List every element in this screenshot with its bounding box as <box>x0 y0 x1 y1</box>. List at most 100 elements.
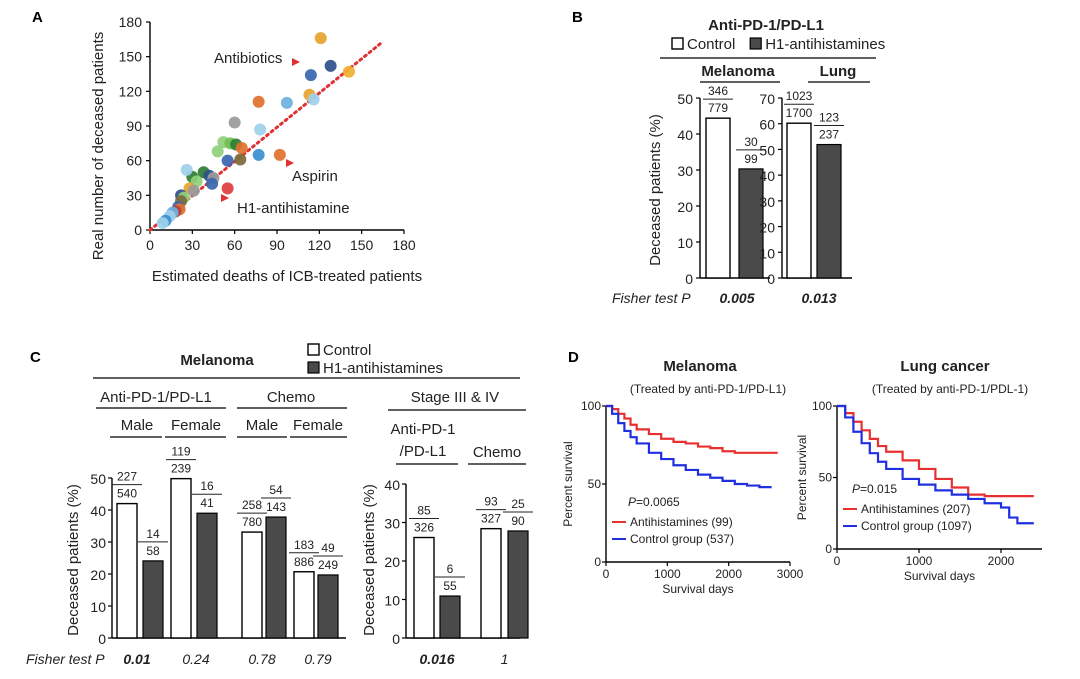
bar-count-numerator: 16 <box>200 479 214 493</box>
bar-h1-antihistamine <box>439 595 461 639</box>
subgroup-label: Female <box>293 417 343 434</box>
panel-b-bar-chart: Anti-PD-1/PD-L1 Control H1-antihistamines M… <box>612 17 885 306</box>
bar-control <box>241 531 263 639</box>
bar-count-numerator: 30 <box>744 135 758 149</box>
x-tick-label: 180 <box>392 237 416 253</box>
y-tick-label: 30 <box>90 535 106 551</box>
bar-count-numerator: 93 <box>484 495 498 509</box>
bar-control <box>786 122 812 279</box>
legend-label: Antihistamines (99) <box>630 515 733 529</box>
bar-count-numerator: 123 <box>819 111 839 125</box>
plot-subtitle: (Treated by anti-PD-1/PD-L1) <box>630 382 786 396</box>
scatter-point <box>234 153 247 166</box>
scatter-point <box>324 59 337 72</box>
survival-curve <box>606 404 772 489</box>
y-tick-label: 0 <box>685 271 693 287</box>
bar-count-denominator: 239 <box>171 462 191 476</box>
x-tick-label: 0 <box>603 567 610 581</box>
x-axis-title: Survival days <box>662 582 733 596</box>
panel-c-title: Melanoma <box>180 352 254 369</box>
bar-count-numerator: 85 <box>417 504 431 518</box>
fisher-p-value: 0.005 <box>719 290 754 306</box>
panel-letter-d: D <box>568 349 579 366</box>
y-tick-label: 30 <box>759 194 775 210</box>
y-tick-label: 0 <box>98 631 106 647</box>
y-tick-label: 40 <box>384 477 400 493</box>
stage-title: Stage III & IV <box>411 389 499 406</box>
y-axis-title: Real number of deceased patients <box>90 32 107 260</box>
x-tick-label: 0 <box>146 237 154 253</box>
fisher-p-value: 0.013 <box>801 290 836 306</box>
legend-label: Control group (537) <box>630 532 734 546</box>
y-tick-label: 60 <box>759 117 775 133</box>
bar-h1-antihistamine <box>317 574 339 639</box>
scatter-point <box>221 182 234 195</box>
annotation-arrow <box>286 159 294 167</box>
bar-count-denominator: 143 <box>266 500 286 514</box>
y-tick-label: 50 <box>677 91 693 107</box>
plot-title: Lung cancer <box>900 358 989 375</box>
x-tick-label: 1000 <box>654 567 681 581</box>
p-value: P=0.015 <box>852 482 897 496</box>
y-axis-title: Deceased patients (%) <box>65 484 82 636</box>
bar-count-denominator: 779 <box>708 101 728 115</box>
y-tick-label: 50 <box>819 471 833 485</box>
legend-swatch-control <box>307 343 320 356</box>
y-tick-label: 0 <box>825 542 832 556</box>
scatter-point <box>206 177 219 190</box>
y-tick-label: 30 <box>126 187 142 203</box>
plot-title: Melanoma <box>663 358 737 375</box>
bar-count-denominator: 780 <box>242 515 262 529</box>
bar-count-numerator: 49 <box>321 541 335 555</box>
p-value-number: =0.0065 <box>636 495 680 509</box>
p-value-symbol: P <box>628 495 636 509</box>
fisher-p-value: 0.01 <box>123 651 150 667</box>
x-tick-label: 2000 <box>988 554 1015 568</box>
y-tick-label: 180 <box>119 14 143 30</box>
scatter-point <box>254 123 267 136</box>
bar-control <box>116 502 138 639</box>
x-tick-label: 2000 <box>715 567 742 581</box>
bar-count-denominator: 55 <box>443 579 457 593</box>
plot-subtitle: (Treated by anti-PD-1/PDL-1) <box>872 382 1028 396</box>
y-tick-label: 150 <box>119 49 143 65</box>
bar-h1-antihistamine <box>265 516 287 639</box>
bar-count-denominator: 327 <box>481 512 501 526</box>
y-tick-label: 10 <box>677 235 693 251</box>
y-tick-label: 0 <box>594 555 601 569</box>
bar-count-numerator: 183 <box>294 538 314 552</box>
y-tick-label: 0 <box>392 631 400 647</box>
y-tick-label: 20 <box>384 554 400 570</box>
x-tick-label: 1000 <box>906 554 933 568</box>
y-tick-label: 50 <box>588 477 602 491</box>
y-tick-label: 50 <box>90 471 106 487</box>
x-tick-label: 90 <box>269 237 285 253</box>
treatment-label: Anti-PD-1/PD-L1 <box>100 389 212 406</box>
legend-label-control: Control <box>323 342 371 359</box>
y-tick-label: 0 <box>134 222 142 238</box>
y-tick-label: 100 <box>812 399 832 413</box>
scatter-point <box>187 184 200 197</box>
bar-count-denominator: 237 <box>819 128 839 142</box>
legend-swatch-h1 <box>307 361 320 374</box>
bar-h1-antihistamine <box>196 512 218 639</box>
fisher-p-value: 1 <box>501 651 509 667</box>
bar-count-denominator: 326 <box>414 521 434 535</box>
p-value: P=0.0065 <box>628 495 680 509</box>
x-tick-label: 3000 <box>777 567 804 581</box>
fisher-p-value: 0.78 <box>248 651 275 667</box>
legend-label: Control group (1097) <box>861 519 972 533</box>
treatment-label: Chemo <box>267 389 315 406</box>
fisher-test-label: Fisher test P <box>26 651 105 667</box>
scatter-point <box>280 96 293 109</box>
bar-h1-antihistamine <box>738 168 764 279</box>
annotation-label: Antibiotics <box>214 50 282 67</box>
x-tick-label: 120 <box>308 237 332 253</box>
y-tick-label: 40 <box>90 503 106 519</box>
bar-count-numerator: 1023 <box>786 89 813 103</box>
y-tick-label: 30 <box>384 516 400 532</box>
subgroup-label: Male <box>121 417 154 434</box>
bar-control <box>170 477 192 639</box>
bar-count-denominator: 90 <box>511 514 525 528</box>
bar-count-numerator: 54 <box>269 483 283 497</box>
